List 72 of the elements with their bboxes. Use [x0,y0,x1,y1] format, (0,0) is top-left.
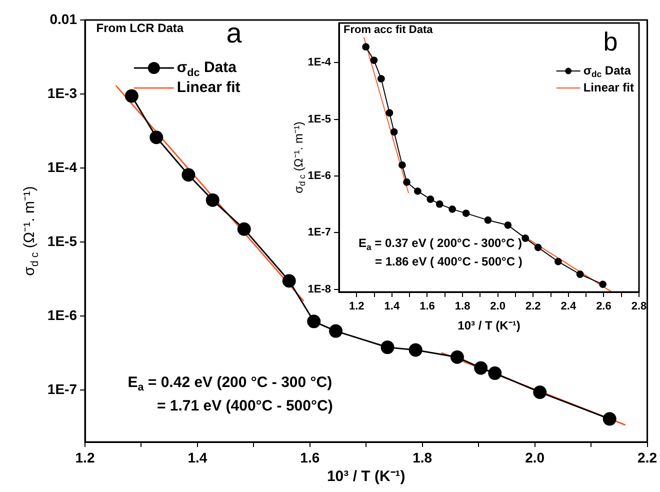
x-tick-label: 2.4 [560,300,577,313]
annotation: = 1.71 eV (400°C - 500°C) [156,397,333,414]
annotation: b [603,26,618,56]
x-tick-label: 1.6 [300,449,320,466]
point [450,350,464,364]
y-axis-title: σd c (Ω⁻¹. m⁻¹) [21,186,41,276]
y-tick-label: 1E-5 [47,233,78,250]
y-tick-label: 0.01 [50,10,78,27]
y-tick-label: 1E-7 [47,381,78,398]
x-axis-title: 10³ / T (K⁻¹) [458,318,520,332]
y-tick-label: 1E-6 [47,307,78,324]
point [504,221,512,229]
point [380,340,394,354]
point [403,178,410,186]
annotation: From LCR Data [96,20,184,35]
x-tick-label: 1.6 [420,300,435,313]
y-tick-label: 1E-7 [308,226,331,239]
point [307,314,321,328]
x-tick-label: 1.4 [384,300,400,313]
point [602,412,616,426]
annotation: = 1.86 eV ( 400°C - 500°C ) [375,254,522,269]
point [474,361,488,375]
point [362,43,370,51]
point [386,109,394,117]
x-tick-label: 2.8 [631,300,647,313]
point [522,234,530,242]
point [390,128,398,136]
x-tick-label: 1.2 [349,300,364,313]
y-tick-label: 1E-4 [308,56,332,69]
x-tick-label: 2.0 [525,449,545,466]
point [426,196,434,203]
point [370,56,378,64]
point [282,274,296,288]
point [488,366,502,380]
point [124,89,138,103]
x-axis-title: 10³ / T (K⁻¹) [326,468,406,486]
x-tick-label: 2.6 [596,300,612,313]
x-tick-label: 2.2 [525,300,541,313]
x-tick-label: 1.8 [412,449,432,466]
point [448,205,456,213]
point [462,210,470,217]
legend-label: Linear fit [583,80,634,94]
point [554,258,562,266]
x-tick-label: 1.8 [454,300,470,313]
x-tick-label: 2.2 [638,449,658,466]
y-tick-label: 1E-8 [308,283,331,296]
point [484,216,492,224]
point [329,324,343,338]
point [436,200,444,208]
point [150,130,164,144]
point [377,75,385,82]
point [182,168,196,182]
y-tick-label: 1E-5 [308,113,331,126]
point [206,193,220,207]
point [599,280,607,288]
y-tick-label: 1E-3 [47,84,78,101]
x-tick-label: 1.2 [75,449,95,466]
point [398,161,406,169]
point [533,385,547,399]
x-tick-label: 2.0 [490,300,506,313]
legend-label: Linear fit [176,79,240,96]
y-tick-label: 1E-4 [47,158,78,175]
annotation: From acc fit Data [344,24,434,36]
point [408,343,422,357]
point [237,222,251,236]
y-axis-title: σd c (Ω⁻¹. m⁻¹) [291,122,308,194]
annotation: a [226,17,242,48]
point [414,187,422,195]
point [534,244,542,252]
y-tick-label: 1E-6 [308,170,331,182]
x-tick-label: 1.4 [188,449,208,466]
point [576,270,584,278]
